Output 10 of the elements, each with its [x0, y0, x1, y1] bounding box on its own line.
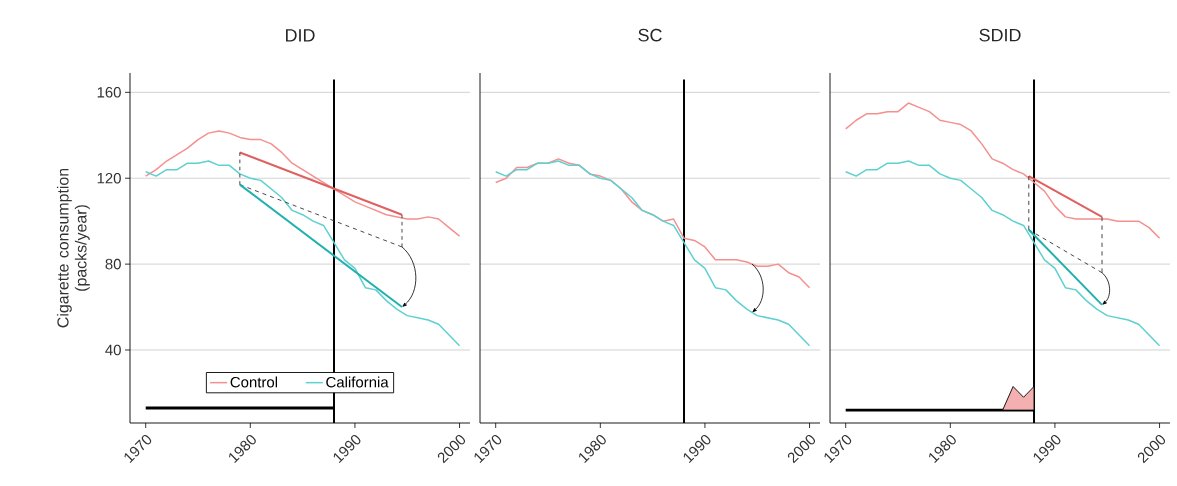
chart-title: DID — [286, 29, 315, 42]
y-tick-label: 40 — [105, 344, 121, 356]
legend-label: California — [326, 376, 389, 388]
y-tick-label: 160 — [97, 87, 121, 98]
chart-title: SDID — [979, 28, 1021, 42]
y-axis-title: Cigarette consumption (packs/year) — [56, 168, 90, 328]
y-tick-label: 120 — [97, 172, 121, 184]
legend-label: Control — [230, 376, 278, 388]
y-tick-label: 80 — [105, 258, 121, 270]
chart-title: SC — [638, 28, 662, 42]
